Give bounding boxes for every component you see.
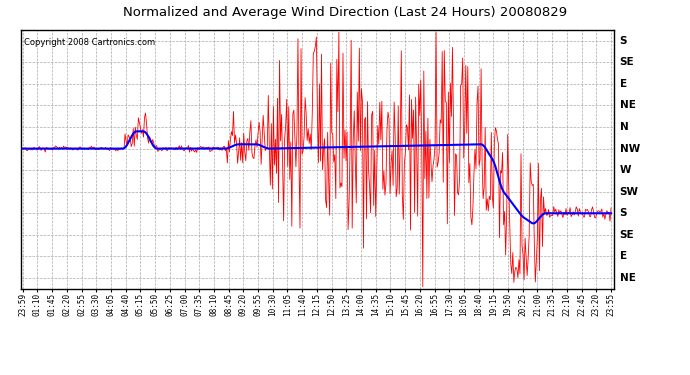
Text: SW: SW [620, 187, 639, 197]
Text: SE: SE [620, 57, 634, 68]
Text: Normalized and Average Wind Direction (Last 24 Hours) 20080829: Normalized and Average Wind Direction (L… [123, 6, 567, 19]
Text: NE: NE [620, 100, 635, 111]
Text: NW: NW [620, 144, 640, 154]
Text: N: N [620, 122, 629, 132]
Text: SE: SE [620, 230, 634, 240]
Text: S: S [620, 36, 627, 46]
Text: Copyright 2008 Cartronics.com: Copyright 2008 Cartronics.com [23, 38, 155, 47]
Text: W: W [620, 165, 631, 175]
Text: NE: NE [620, 273, 635, 283]
Text: E: E [620, 251, 627, 261]
Text: E: E [620, 79, 627, 89]
Text: S: S [620, 208, 627, 218]
